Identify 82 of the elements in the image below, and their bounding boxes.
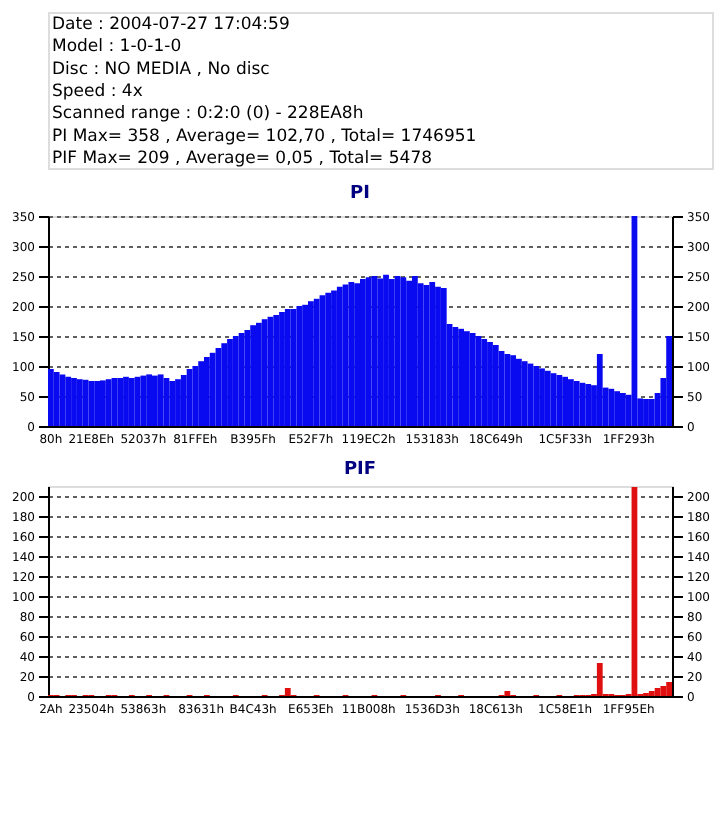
bar [458, 328, 464, 426]
bar [504, 354, 511, 426]
bar [105, 379, 112, 426]
bar [469, 333, 476, 426]
bar [348, 282, 355, 426]
bar [221, 343, 228, 426]
bar [244, 330, 251, 426]
bar [556, 375, 563, 426]
bar [648, 399, 655, 426]
chart-title: PIF [343, 460, 377, 480]
bar [284, 688, 291, 696]
bar [94, 381, 100, 426]
text: PI Max= 358 , Average= 102,70 , Total= 1746951 [52, 126, 477, 147]
bar [192, 366, 199, 426]
bar [273, 315, 280, 426]
bar [256, 322, 262, 426]
bar [140, 375, 147, 426]
text: PIF Max= 209 , Average= 0,05 , Total= 5478 [52, 148, 433, 169]
bar [660, 686, 667, 696]
bar [365, 277, 372, 426]
bar [608, 388, 615, 426]
bar [562, 376, 568, 426]
text: Speed : 4x [52, 82, 143, 102]
bar [284, 309, 291, 426]
bar [198, 361, 204, 426]
bar [510, 355, 516, 426]
bar [250, 325, 256, 426]
bar [296, 306, 303, 426]
bar [412, 276, 418, 426]
bar [100, 380, 106, 426]
bar [406, 280, 412, 426]
bar [204, 357, 210, 426]
bar [585, 384, 592, 426]
bar [464, 331, 470, 426]
chart-title: PI [350, 184, 370, 204]
bar [596, 663, 603, 696]
bar [516, 358, 522, 426]
bar [180, 375, 187, 426]
bar [573, 381, 580, 426]
bar [209, 352, 216, 426]
bar [152, 375, 158, 426]
bar [377, 278, 384, 426]
bar [492, 345, 499, 426]
bar [88, 381, 95, 426]
bar [261, 319, 268, 426]
text: Date : 2004-07-27 17:04:59 [52, 15, 290, 36]
bar [302, 304, 308, 426]
text: Disc : NO MEDIA , No disc [52, 59, 271, 80]
bar [568, 379, 574, 426]
bar [400, 277, 407, 426]
bar [146, 374, 152, 426]
bar [452, 327, 459, 426]
bar [481, 339, 488, 426]
bar [417, 283, 424, 426]
bar [76, 379, 83, 426]
bar [336, 286, 343, 426]
bar [117, 378, 124, 426]
bar [53, 372, 60, 426]
bar [440, 288, 447, 426]
bar [521, 361, 528, 426]
bar [666, 336, 672, 426]
bar [169, 381, 176, 426]
bar [360, 279, 366, 426]
bar [620, 393, 626, 426]
bar [313, 298, 320, 426]
bar [157, 374, 164, 426]
bar [544, 370, 551, 426]
bar [308, 301, 314, 426]
bar [533, 366, 540, 426]
bar [128, 378, 135, 426]
bar [325, 292, 332, 426]
bar [388, 279, 395, 426]
text: Model : 1-0-1-0 [52, 37, 182, 58]
bar [614, 391, 620, 426]
bar [232, 336, 239, 426]
bar [596, 354, 603, 426]
bar [666, 682, 672, 696]
bar [48, 369, 54, 426]
bar [429, 282, 436, 426]
bar [65, 376, 72, 426]
bar [354, 283, 360, 426]
text: Scanned range : 0:2:0 (0) - 228EA8h [52, 104, 364, 125]
